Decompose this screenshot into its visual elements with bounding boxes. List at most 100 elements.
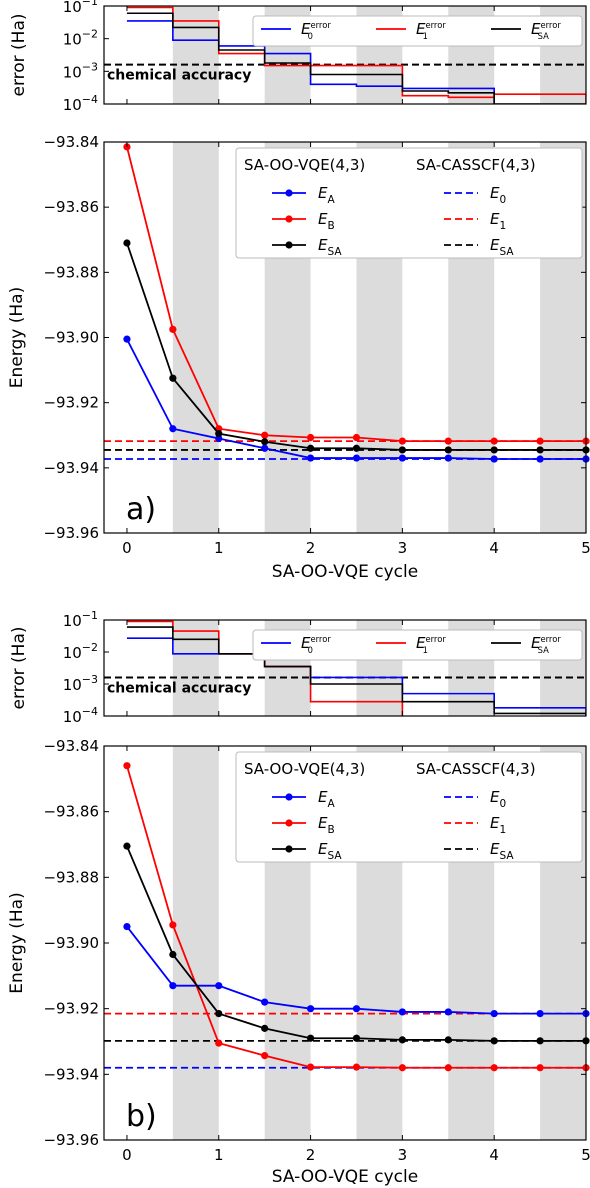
legend-title-casscf: SA-CASSCF(4,3) — [416, 760, 536, 778]
energy-point — [215, 982, 223, 990]
energy-point — [490, 1037, 498, 1045]
energy-point — [352, 454, 361, 462]
energy-point — [490, 437, 498, 445]
error-plot: chemical accuracy 10−1 10−2 10−3 10−4 error (… — [9, 609, 587, 726]
error-ytick-label: 10−3 — [63, 60, 98, 81]
error-frame — [103, 5, 587, 105]
energy-point — [444, 437, 452, 445]
legend-title-vqe: SA-OO-VQE(4,3) — [244, 156, 365, 174]
energy-point — [169, 950, 177, 959]
energy-point — [490, 1009, 498, 1018]
legend-label-series-0: EA — [318, 788, 335, 810]
error-ylabel: error (Ha) — [9, 13, 29, 96]
error-ytick-label: 10−4 — [63, 93, 98, 114]
energy-ytick-label: −93.94 — [43, 459, 99, 477]
energy-point — [490, 1064, 498, 1072]
energy-point — [398, 437, 406, 445]
error-series-1 — [126, 6, 586, 104]
energy-xlabel: SA-OO-VQE cycle — [272, 1167, 418, 1187]
error-ytick-label: 10−4 — [63, 705, 98, 726]
legend-swatch-marker — [285, 215, 293, 223]
panel-a: chemical accuracy 10−1 10−2 10−3 10−4 error (… — [7, 0, 590, 582]
legend-label-reference-0: E0 — [490, 184, 506, 206]
legend-label-series-1: EB — [318, 210, 335, 232]
error-series-2 — [126, 12, 586, 104]
error-series-2 — [126, 626, 586, 716]
energy-point — [215, 1039, 223, 1047]
legend-swatch-marker — [285, 793, 293, 801]
energy-xtick-label: 0 — [122, 1146, 132, 1164]
energy-xtick-label: 4 — [489, 1146, 499, 1164]
energy-point — [169, 374, 177, 382]
energy-ytick-label: −93.86 — [43, 198, 99, 216]
energy-ylabel: Energy (Ha) — [7, 892, 27, 993]
energy-frame — [103, 141, 587, 534]
error-ylabel: error (Ha) — [9, 626, 29, 709]
energy-point — [215, 430, 223, 438]
energy-point — [123, 842, 131, 850]
error-legend-label-2: Eerror SA — [531, 20, 561, 41]
energy-point — [215, 1009, 223, 1018]
energy-point — [444, 1064, 452, 1072]
energy-xtick-label: 1 — [214, 1146, 224, 1164]
legend-label-series-2: ESA — [318, 840, 342, 862]
error-series-0 — [126, 637, 586, 716]
energy-point — [306, 1005, 315, 1013]
shaded-band — [172, 6, 219, 104]
energy-point — [490, 446, 498, 454]
energy-point — [261, 1024, 269, 1032]
error-frame — [103, 619, 587, 717]
energy-frame — [103, 745, 587, 1141]
energy-point — [398, 1036, 406, 1044]
energy-point — [261, 998, 269, 1006]
energy-ytick-label: −93.92 — [43, 394, 99, 412]
energy-point — [536, 1037, 544, 1045]
energy-point — [444, 1008, 452, 1016]
energy-plot: −93.84 −93.86 −93.88 −93.90 −93.92 −93.94 −93.… — [7, 133, 590, 582]
error-ytick-label: 10−2 — [63, 641, 98, 662]
legend-swatch-marker — [285, 819, 293, 827]
energy-point — [352, 1063, 361, 1071]
shaded-band — [172, 142, 219, 533]
energy-point — [444, 454, 452, 462]
energy-point — [123, 762, 131, 770]
panel-label: b) — [126, 1099, 157, 1134]
energy-ytick-label: −93.90 — [43, 934, 99, 952]
error-plot: chemical accuracy 10−1 10−2 10−3 10−4 error (… — [9, 0, 587, 114]
energy-xtick-label: 2 — [306, 539, 316, 557]
energy-point — [306, 444, 315, 452]
legend-label-series-1: EB — [318, 814, 335, 836]
energy-point — [261, 431, 269, 439]
legend-label-reference-2: ESA — [490, 236, 514, 258]
energy-point — [261, 1052, 269, 1060]
energy-ytick-label: −93.94 — [43, 1065, 99, 1083]
energy-ytick-label: −93.90 — [43, 329, 99, 347]
energy-point — [444, 446, 452, 454]
energy-point — [398, 446, 406, 454]
energy-ytick-label: −93.96 — [43, 1131, 99, 1149]
energy-point — [536, 437, 544, 445]
energy-legend-box — [235, 147, 583, 259]
energy-xtick-label: 5 — [581, 539, 590, 557]
energy-point — [536, 1064, 544, 1072]
energy-ytick-label: −93.84 — [43, 133, 99, 151]
energy-point — [306, 454, 315, 462]
legend-swatch-marker — [285, 241, 293, 249]
error-series-group — [126, 620, 586, 716]
energy-xtick-label: 4 — [489, 539, 499, 557]
energy-xlabel: SA-OO-VQE cycle — [272, 562, 418, 582]
energy-point — [169, 325, 177, 333]
error-legend-box — [252, 15, 583, 47]
energy-plot: −93.84 −93.86 −93.88 −93.90 −93.92 −93.94 −93.… — [7, 737, 590, 1187]
energy-xtick-label: 2 — [306, 1146, 316, 1164]
energy-point — [444, 1036, 452, 1044]
legend-label-series-2: ESA — [318, 236, 342, 258]
legend-swatch-marker — [285, 189, 293, 197]
legend-title-vqe: SA-OO-VQE(4,3) — [244, 760, 365, 778]
energy-point — [261, 444, 269, 452]
energy-point — [352, 1005, 361, 1013]
error-legend-label-0: Eerror 0 — [301, 634, 331, 655]
energy-point — [306, 1063, 315, 1071]
energy-point — [123, 922, 131, 931]
